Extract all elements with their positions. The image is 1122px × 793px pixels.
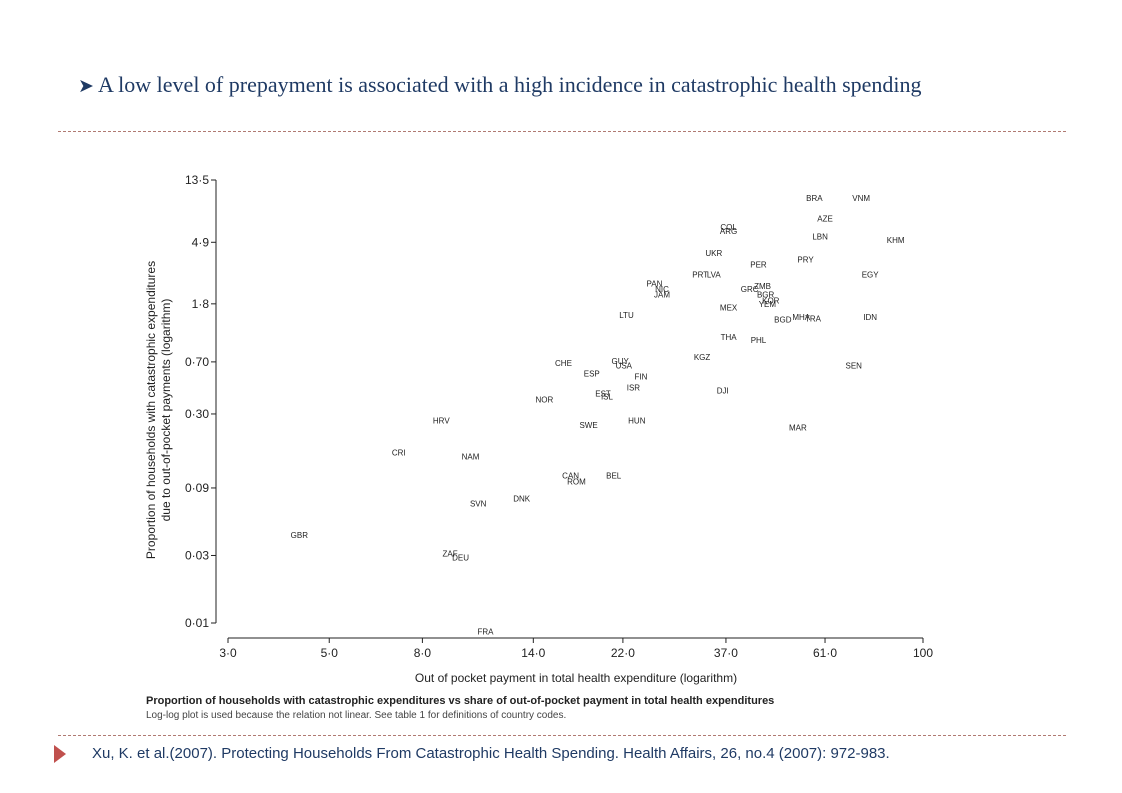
data-point-label: KGZ (694, 353, 711, 362)
y-tick-label: 0·09 (185, 481, 209, 495)
x-tick-label: 14·0 (521, 646, 545, 660)
scatter-chart: 0·01 0·03 0·09 0·30 0·70 1·8 4·9 13·5 3·0 5·0 8·0 1… (144, 173, 933, 721)
data-point-label: FIN (635, 373, 648, 382)
data-point-label: SVN (470, 499, 487, 508)
data-point-label: GUY (612, 357, 630, 366)
data-point-label: AZE (817, 215, 833, 224)
data-point-label: KOR (762, 297, 780, 306)
data-point-label: CRI (392, 449, 406, 458)
data-point-label: COL (720, 223, 737, 232)
x-tick-label: 8·0 (414, 646, 432, 660)
data-point-label: ZAF (443, 549, 458, 558)
data-point-label: SEN (845, 362, 862, 371)
data-point-label: PER (750, 261, 767, 270)
y-tick-label: 1·8 (192, 297, 210, 311)
data-point-label: ROM (567, 477, 586, 486)
bullet-text: A low level of prepayment is associated … (98, 72, 922, 97)
data-point-label: MEX (720, 303, 738, 312)
x-tick-label: 5·0 (321, 646, 339, 660)
bullet-point: ➤ A low level of prepayment is associate… (78, 70, 1070, 99)
data-point-label: YEM (759, 300, 777, 309)
data-point-label: DEU (452, 554, 469, 563)
data-point-label: USA (616, 362, 633, 371)
data-point-label: PHL (751, 336, 767, 345)
data-point-label: HUN (628, 416, 646, 425)
data-point-label: NOR (535, 395, 553, 404)
data-point-label: MHA (792, 313, 810, 322)
data-point-label: EGY (862, 271, 880, 280)
data-point-label: NIC (655, 285, 669, 294)
y-tick-label: 4·9 (192, 235, 210, 249)
y-tick-label: 13·5 (185, 173, 209, 187)
data-point-label: LTU (619, 311, 634, 320)
data-point-label: PAN (647, 280, 663, 289)
chart-axes: 0·01 0·03 0·09 0·30 0·70 1·8 4·9 13·5 3·0 5·0 8·0 1… (185, 173, 933, 660)
y-tick-label: 0·30 (185, 407, 209, 421)
data-point-label: MAR (789, 424, 807, 433)
data-point-label: IDN (863, 313, 877, 322)
chart-title: Proportion of households with catastroph… (146, 695, 774, 707)
y-axis-label-line1: Proportion of households with catastroph… (144, 261, 158, 559)
data-point-label: PRT (692, 271, 708, 280)
x-tick-label: 100 (913, 646, 933, 660)
data-point-label: PRY (797, 256, 814, 265)
x-axis-label: Out of pocket payment in total health ex… (415, 671, 737, 685)
data-point-label: ISR (627, 384, 641, 393)
data-point-label: NAM (462, 453, 480, 462)
data-point-label: ESP (584, 369, 600, 378)
data-point-label: KHM (887, 236, 905, 245)
data-point-label: GBR (291, 531, 309, 540)
data-point-label: ZMB (754, 282, 771, 291)
data-point-label: THA (721, 333, 738, 342)
data-point-label: DNK (513, 494, 531, 503)
y-tick-label: 0·03 (185, 548, 209, 562)
data-point-label: BGD (774, 315, 792, 324)
y-tick-label: 0·01 (185, 616, 209, 630)
bottom-divider (58, 735, 1066, 736)
data-point-label: BGR (757, 290, 775, 299)
data-point-label: SWE (579, 421, 597, 430)
data-point-label: HRV (433, 416, 450, 425)
triangle-bullet-icon (54, 745, 66, 763)
data-point-label: VNM (852, 194, 870, 203)
data-point-label: LBN (812, 232, 828, 241)
x-tick-label: 3·0 (219, 646, 237, 660)
y-axis-label-line2: due to out-of-pocket payments (logarithm… (159, 299, 173, 522)
arrow-bullet-icon: ➤ (78, 75, 94, 97)
x-tick-label: 61·0 (813, 646, 837, 660)
top-divider (58, 131, 1066, 132)
data-point-label: LVA (707, 271, 722, 280)
data-point-label: JAM (654, 290, 670, 299)
data-point-label: CAN (562, 472, 579, 481)
data-point-label: ISL (601, 392, 614, 401)
x-tick-label: 37·0 (714, 646, 738, 660)
data-point-label: BRA (806, 194, 823, 203)
data-point-label: FRA (478, 628, 495, 637)
data-point-label: UKR (705, 249, 722, 258)
data-point-label: CHE (555, 359, 572, 368)
x-tick-label: 22·0 (611, 646, 635, 660)
chart-subtitle: Log-log plot is used because the relatio… (146, 710, 566, 721)
data-point-label: ARG (720, 227, 737, 236)
data-point-label: BEL (606, 472, 622, 481)
y-tick-label: 0·70 (185, 355, 209, 369)
data-point-label: GRC (741, 285, 759, 294)
data-point-label: DJI (717, 386, 729, 395)
data-point-label: TRA (805, 314, 822, 323)
source-citation: Xu, K. et al.(2007). Protecting Househol… (92, 745, 890, 762)
data-point-label: EST (595, 389, 611, 398)
